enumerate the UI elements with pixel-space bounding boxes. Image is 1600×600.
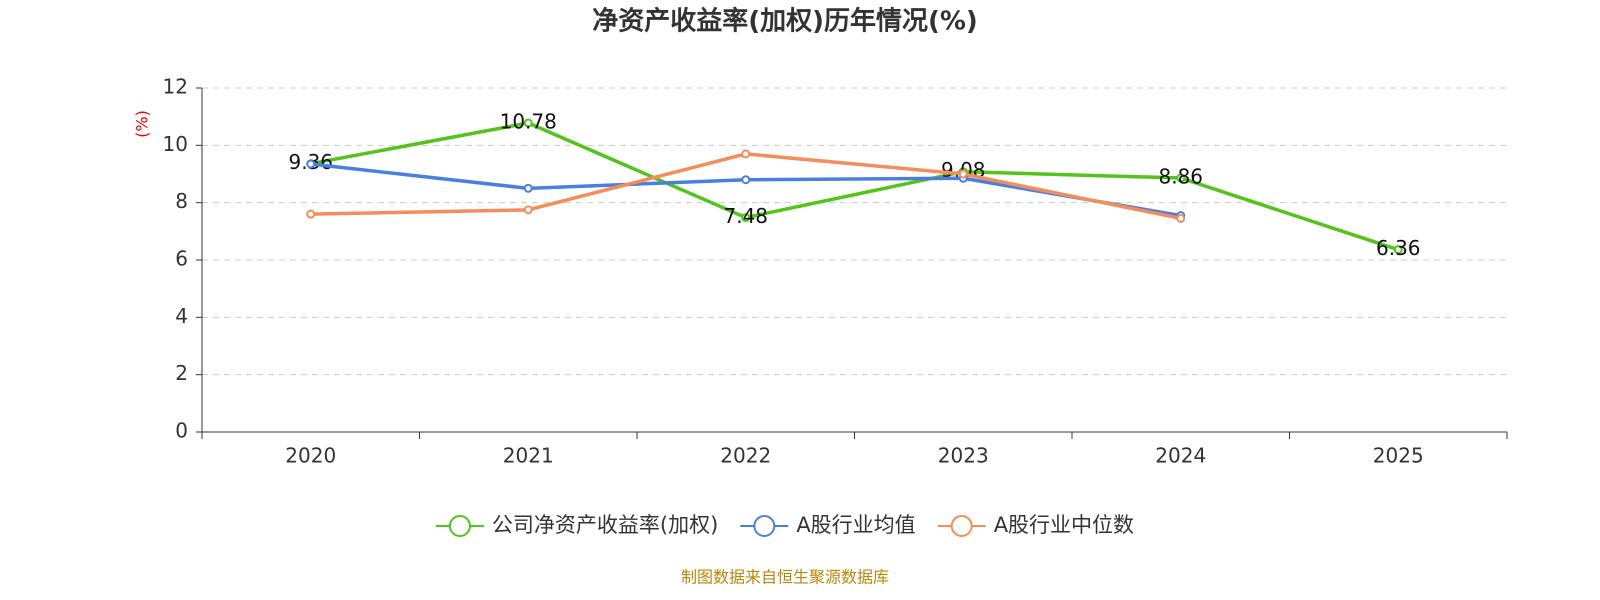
source: 制图数据来自恒生聚源数据库 <box>681 568 889 587</box>
legend-label: A股行业中位数 <box>994 513 1134 537</box>
y-tick-label: 10 <box>163 132 188 156</box>
legend-marker <box>950 515 973 537</box>
x-tick-label: 2021 <box>503 444 554 468</box>
y-axis-label: (%) <box>133 110 152 138</box>
legend-label: A股行业均值 <box>796 513 915 537</box>
point <box>1393 245 1403 255</box>
x-tick-label: 2020 <box>285 444 336 468</box>
y-tick-label: 4 <box>175 304 188 328</box>
point <box>1176 173 1186 183</box>
x-tick-label: 2025 <box>1373 444 1424 468</box>
point <box>306 209 316 219</box>
x-tick-label: 2022 <box>720 444 771 468</box>
point <box>523 118 533 128</box>
data-label: 7.48 <box>723 204 768 228</box>
chart-title: 净资产收益率(加权)历年情况(%) <box>592 6 978 37</box>
point <box>523 205 533 215</box>
legend-marker <box>753 515 776 537</box>
point <box>958 169 968 179</box>
y-tick-label: 0 <box>175 419 188 443</box>
legend-label: 公司净资产收益率(加权) <box>492 513 718 537</box>
point <box>741 149 751 159</box>
x-tick-label: 2023 <box>938 444 989 468</box>
legend: 公司净资产收益率(加权) A股行业均值 A股行业中位数 <box>435 513 1134 537</box>
data-label: 8.86 <box>1158 165 1203 189</box>
y-tick-label: 12 <box>163 75 188 99</box>
y-tick-label: 6 <box>175 247 188 271</box>
data-label: 6.36 <box>1376 236 1421 260</box>
x-tick-label: 2024 <box>1155 444 1206 468</box>
data-label: 10.78 <box>500 109 557 133</box>
point <box>741 213 751 223</box>
series-line <box>310 121 1399 252</box>
point <box>741 175 751 185</box>
legend-marker <box>448 515 471 537</box>
point <box>1176 213 1186 223</box>
y-tick-label: 2 <box>175 361 188 385</box>
point <box>523 183 533 193</box>
point <box>306 159 316 169</box>
y-tick-label: 8 <box>175 189 188 213</box>
